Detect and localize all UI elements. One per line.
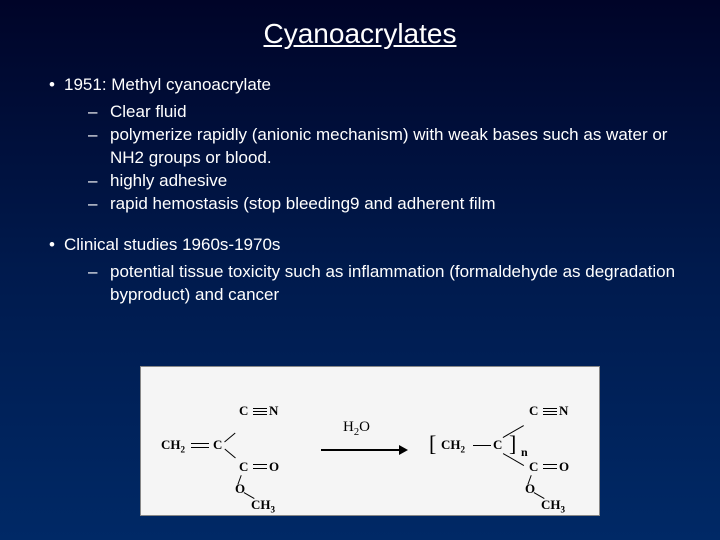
triple-bond-line	[253, 414, 267, 415]
sub-item: – Clear fluid	[88, 101, 680, 124]
chem-ch2-r: CH2	[441, 437, 465, 455]
double-bond-line	[191, 447, 209, 448]
bullet-marker: •	[40, 74, 64, 97]
sub-text: highly adhesive	[110, 170, 680, 193]
sub-item: – highly adhesive	[88, 170, 680, 193]
chem-cn-r: C	[529, 403, 538, 419]
chem-o2-r: O	[525, 481, 535, 497]
sub-item: – rapid hemostasis (stop bleeding9 and a…	[88, 193, 680, 216]
double-bond-line	[543, 468, 557, 469]
poly-n: n	[521, 445, 528, 460]
slide-title: Cyanoacrylates	[0, 0, 720, 50]
bullet-marker: •	[40, 234, 64, 257]
chem-c: C	[213, 437, 222, 453]
bullet-text: 1951: Methyl cyanoacrylate	[64, 74, 680, 97]
reaction-arrow-head	[399, 445, 408, 455]
triple-bond-line	[543, 408, 557, 409]
dash-marker: –	[88, 124, 110, 170]
double-bond-line	[253, 464, 267, 465]
bond-line	[224, 449, 236, 459]
sublist-1: – Clear fluid – polymerize rapidly (anio…	[40, 101, 680, 216]
sub-item: – polymerize rapidly (anionic mechanism)…	[88, 124, 680, 170]
dash-marker: –	[88, 261, 110, 307]
chem-c-r: C	[493, 437, 502, 453]
dash-marker: –	[88, 170, 110, 193]
chemical-structure-panel: CH2 C C N C O O CH3 H2O [ CH2 C ] n C N …	[140, 366, 600, 516]
dash-marker: –	[88, 193, 110, 216]
sub-item: – potential tissue toxicity such as infl…	[88, 261, 680, 307]
sub-text: rapid hemostasis (stop bleeding9 and adh…	[110, 193, 680, 216]
sub-text: potential tissue toxicity such as inflam…	[110, 261, 680, 307]
bullet-2: • Clinical studies 1960s-1970s	[40, 234, 680, 257]
triple-bond-line	[543, 414, 557, 415]
chem-cn: C	[239, 403, 248, 419]
sub-text: polymerize rapidly (anionic mechanism) w…	[110, 124, 680, 170]
triple-bond-line	[253, 411, 267, 412]
dash-marker: –	[88, 101, 110, 124]
sub-text: Clear fluid	[110, 101, 680, 124]
chem-co-r: C	[529, 459, 538, 475]
chem-o: O	[269, 459, 279, 475]
chem-ch2: CH2	[161, 437, 185, 455]
double-bond-line	[191, 443, 209, 444]
chem-n-r: N	[559, 403, 568, 419]
bullet-1: • 1951: Methyl cyanoacrylate	[40, 74, 680, 97]
chem-o2: O	[235, 481, 245, 497]
triple-bond-line	[253, 408, 267, 409]
slide-body: • 1951: Methyl cyanoacrylate – Clear flu…	[0, 50, 720, 306]
bond-line	[473, 445, 491, 446]
bracket-right: ]	[509, 431, 516, 457]
reaction-arrow-line	[321, 449, 401, 451]
chem-ch3-r: CH3	[541, 497, 565, 515]
chem-ch3: CH3	[251, 497, 275, 515]
bullet-text: Clinical studies 1960s-1970s	[64, 234, 680, 257]
bond-line	[224, 433, 236, 443]
sublist-2: – potential tissue toxicity such as infl…	[40, 261, 680, 307]
double-bond-line	[253, 468, 267, 469]
chem-n: N	[269, 403, 278, 419]
chem-co: C	[239, 459, 248, 475]
double-bond-line	[543, 464, 557, 465]
triple-bond-line	[543, 411, 557, 412]
chem-h2o: H2O	[343, 419, 370, 438]
chem-o-r: O	[559, 459, 569, 475]
bracket-left: [	[429, 431, 436, 457]
